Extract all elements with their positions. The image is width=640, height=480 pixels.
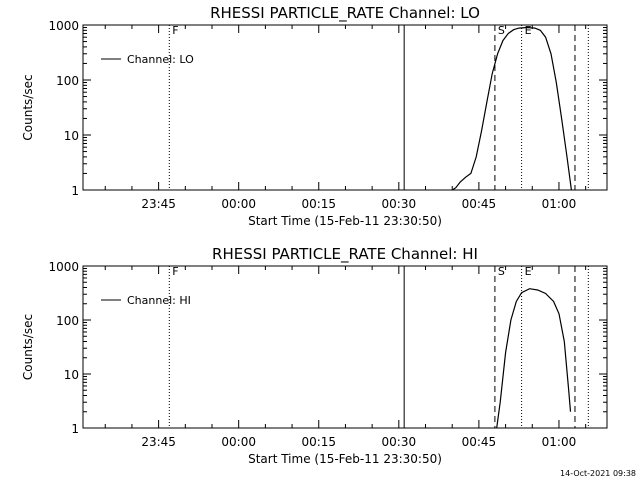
footer-timestamp: 14-Oct-2021 09:38 [560, 469, 636, 478]
x-tick-label: 00:00 [221, 197, 256, 211]
x-tick-label: 00:45 [462, 435, 497, 449]
y-tick-label: 100 [56, 314, 79, 328]
marker-label: F [172, 24, 178, 37]
x-tick-label: 01:00 [542, 197, 577, 211]
marker-label: S [498, 24, 505, 37]
y-tick-label: 1000 [48, 19, 79, 33]
y-tick-label: 10 [64, 368, 79, 382]
marker-label: E [525, 24, 532, 37]
y-axis-label: Counts/sec [21, 74, 35, 140]
y-tick-label: 100 [56, 74, 79, 88]
x-axis-label: Start Time (15-Feb-11 23:30:50) [248, 452, 442, 466]
x-tick-label: 00:15 [301, 197, 336, 211]
x-tick-label: 00:15 [301, 435, 336, 449]
x-tick-label: 23:45 [141, 435, 176, 449]
legend-label: Channel: HI [127, 294, 191, 307]
y-tick-label: 1000 [48, 260, 79, 274]
x-tick-label: 00:30 [382, 435, 417, 449]
chart-title: RHESSI PARTICLE_RATE Channel: LO [210, 4, 480, 23]
x-axis-label: Start Time (15-Feb-11 23:30:50) [248, 214, 442, 228]
x-tick-label: 00:45 [462, 197, 497, 211]
series-line [496, 288, 572, 429]
marker-label: S [498, 265, 505, 278]
marker-label: E [525, 265, 532, 278]
y-tick-label: 1 [71, 422, 79, 436]
series-line [451, 26, 572, 191]
x-tick-label: 00:30 [382, 197, 417, 211]
chart-title: RHESSI PARTICLE_RATE Channel: HI [212, 245, 478, 264]
y-tick-label: 1 [71, 184, 79, 198]
plot-frame [82, 265, 608, 429]
y-tick-label: 10 [64, 129, 79, 143]
x-tick-label: 23:45 [141, 197, 176, 211]
x-tick-label: 01:00 [542, 435, 577, 449]
plot-frame [82, 24, 608, 191]
x-tick-label: 00:00 [221, 435, 256, 449]
legend-label: Channel: LO [127, 53, 194, 66]
marker-label: F [172, 265, 178, 278]
y-axis-label: Counts/sec [21, 314, 35, 380]
